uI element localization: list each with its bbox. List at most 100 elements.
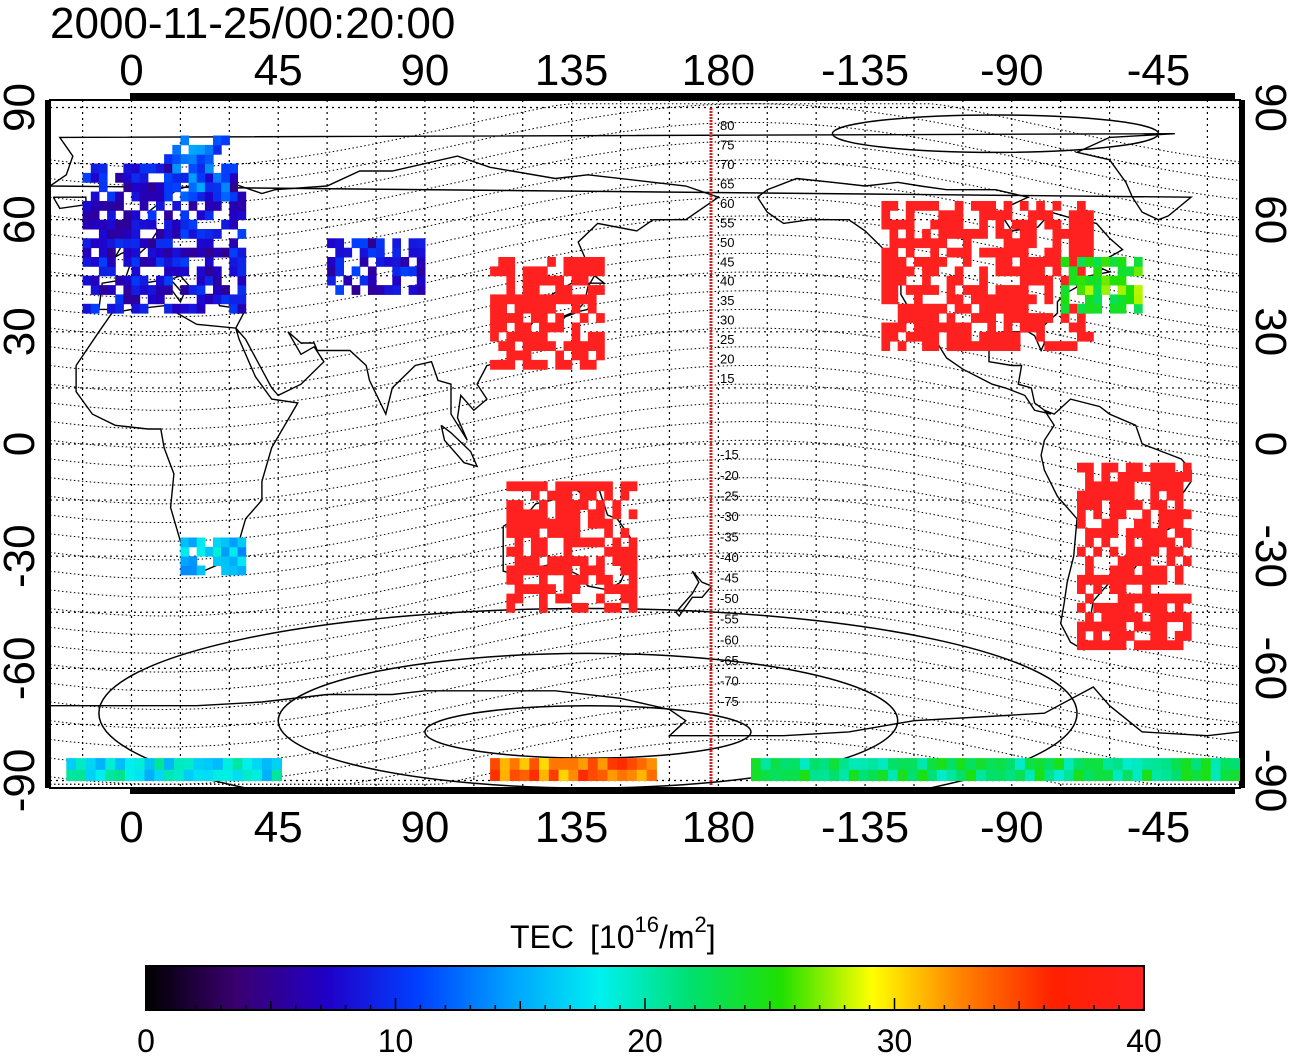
tec-cell [1052,257,1062,267]
tec-cell [82,303,92,314]
lat-label-left: 30 [0,307,44,356]
tec-cell [1036,313,1045,323]
tec-cell [946,285,956,295]
tec-cell [98,229,108,239]
tec-cell [172,182,181,193]
tec-cell [498,322,507,333]
tec-cell [889,219,899,230]
tec-cell [578,758,589,770]
tec-cell [1109,509,1119,520]
tec-cell [1044,275,1054,286]
tec-cell [1174,518,1184,529]
maglat-label: -75 [720,694,739,709]
tec-cell [587,537,597,548]
tec-cell [1052,266,1062,277]
tec-cell [962,247,972,258]
tec-cell [547,303,556,314]
tec-cell [596,537,605,548]
tec-cell [579,602,589,613]
tec-cell [82,275,92,286]
tec-cell [881,275,891,286]
tec-cell [522,322,532,333]
tec-cell [204,163,214,174]
tec-cell [555,275,564,286]
tec-cell [1085,500,1094,510]
tec-cell [1142,621,1151,632]
tec-cell [98,172,108,183]
tec-cell [889,294,899,305]
lat-label-left: -90 [0,749,44,813]
tec-cell [938,322,948,333]
tec-cell [232,758,243,770]
tec-cell [547,341,556,351]
frame-bar-left [45,100,50,788]
colorbar-tick-label: 0 [137,1023,155,1057]
tec-cell [196,537,206,548]
tec-cell [1117,621,1127,632]
tec-cell [1101,537,1111,548]
tec-cell [636,769,648,781]
tec-cell [335,247,344,258]
tec-cell [1077,462,1086,473]
tec-cell [628,556,638,566]
tec-cell [1181,758,1192,770]
tec-cell [222,769,234,781]
tec-cell [905,247,915,258]
tec-cell [335,238,344,249]
tec-cell [571,322,581,333]
lat-label-right: 60 [1246,195,1292,244]
tec-cell [82,219,92,230]
tec-cell [400,257,410,267]
tec-cell [1085,621,1094,632]
tec-cell [930,266,939,277]
maglat-label: -20 [720,468,739,483]
tec-cell [367,247,377,258]
tec-cell [979,313,988,323]
tec-cell [1085,537,1094,548]
tec-cell [271,758,282,770]
tec-cell [164,285,173,295]
tec-cell [1112,769,1124,781]
tec-cell [597,758,608,770]
tec-cell [1060,341,1070,351]
tec-cell [392,238,401,249]
tec-cell [506,593,516,604]
tec-cell [1182,621,1192,632]
tec-cell [530,313,540,323]
maglat-label: 75 [720,138,734,153]
tec-cell [539,313,548,323]
tec-cell [1101,285,1111,295]
tec-cell [1011,294,1021,305]
tec-cell [237,201,247,211]
tec-cell [995,758,1006,770]
tec-cell [1230,758,1240,770]
tec-cell [1036,210,1045,221]
tec-cell [995,769,1006,781]
tec-cell [172,229,181,239]
tec-cell [819,758,830,770]
tec-cell [139,275,149,286]
tec-cell [229,191,238,202]
colorbar-tick-label: 30 [877,1023,913,1057]
tec-cell [416,247,426,258]
tec-cell [392,257,401,267]
tec-cell [607,758,618,770]
tec-cell [522,528,532,538]
tec-cell [204,257,214,267]
tec-cells [66,135,1240,781]
tec-cell [954,219,964,230]
tec-cell [164,758,175,770]
tec-cell [596,500,605,510]
tec-cell [914,201,923,211]
tec-cell [558,769,569,781]
maglat-label: 35 [720,293,734,308]
tec-cell [90,172,100,183]
tec-cell [506,565,516,576]
tec-cell [1117,556,1127,566]
tec-cell [1077,518,1086,529]
tec-cell [237,565,247,576]
tec-cell [1150,574,1159,585]
tec-cell [1158,612,1168,623]
lon-label-top: 180 [682,46,755,95]
tec-cell [125,769,136,781]
